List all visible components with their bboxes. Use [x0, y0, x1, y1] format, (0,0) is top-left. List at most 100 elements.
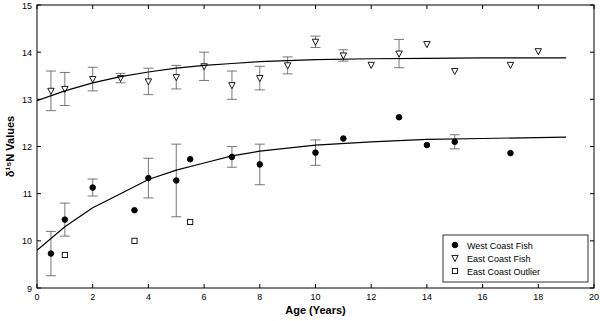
data-point	[257, 162, 263, 168]
tick-label: 10	[22, 236, 32, 246]
data-point	[173, 178, 179, 184]
fit-curve	[37, 137, 566, 250]
tick	[371, 284, 372, 288]
error-bar	[311, 36, 321, 47]
data-point	[284, 63, 290, 69]
data-point	[173, 75, 179, 81]
tick	[37, 5, 41, 6]
legend-label: West Coast Fish	[467, 241, 533, 251]
legend-label: East Coast Outlier	[467, 267, 540, 277]
tick	[92, 5, 93, 9]
tick	[590, 240, 594, 241]
tick	[482, 5, 483, 9]
tick-label: 12	[22, 142, 32, 152]
data-point	[90, 76, 96, 82]
tick	[594, 5, 595, 9]
data-point	[340, 53, 346, 59]
data-point	[48, 251, 54, 257]
tick	[590, 5, 594, 6]
tick	[92, 284, 93, 288]
tick	[259, 5, 260, 9]
tick-label: 20	[589, 292, 599, 302]
tick	[594, 284, 595, 288]
tick	[37, 240, 41, 241]
error-bar	[283, 57, 293, 74]
error-bar	[171, 144, 181, 217]
tick	[204, 284, 205, 288]
data-point	[452, 68, 458, 74]
tick-label: 6	[202, 292, 207, 302]
tick-label: 14	[422, 292, 432, 302]
legend-marker	[452, 268, 457, 273]
tick	[148, 284, 149, 288]
data-point	[257, 76, 263, 82]
tick-label: 13	[22, 95, 32, 105]
tick-label: 10	[310, 292, 320, 302]
error-bar	[88, 179, 98, 196]
data-point	[368, 62, 374, 68]
tick	[259, 284, 260, 288]
legend-marker	[452, 242, 458, 248]
data-point	[452, 139, 458, 145]
y-axis-label: δ¹⁵N Values	[4, 116, 16, 177]
plot-marks	[37, 36, 566, 276]
tick-label: 14	[22, 48, 32, 58]
data-point	[62, 217, 68, 223]
tick	[315, 284, 316, 288]
error-bar	[60, 72, 70, 105]
tick	[37, 193, 41, 194]
tick	[37, 288, 41, 289]
tick	[590, 288, 594, 289]
data-point	[313, 150, 319, 156]
tick-label: 12	[366, 292, 376, 302]
tick	[538, 284, 539, 288]
plot-frame	[37, 5, 594, 288]
data-point	[145, 79, 151, 85]
error-bar	[116, 73, 126, 82]
data-point	[312, 39, 318, 45]
data-point	[396, 114, 402, 120]
tick-label: 9	[27, 284, 32, 294]
data-point	[90, 185, 96, 191]
data-point	[62, 252, 67, 257]
error-bar	[450, 135, 460, 149]
data-point	[535, 49, 541, 55]
tick	[148, 5, 149, 9]
error-bar	[394, 39, 404, 67]
legend-box	[443, 235, 588, 282]
tick	[538, 5, 539, 9]
tick	[204, 5, 205, 9]
tick-label: 16	[478, 292, 488, 302]
tick	[590, 99, 594, 100]
data-point	[507, 62, 513, 68]
data-point	[396, 51, 402, 57]
tick	[37, 52, 41, 53]
error-bar	[255, 66, 265, 90]
tick-label: 15	[22, 1, 32, 11]
x-axis-label: Age (Years)	[285, 304, 346, 316]
error-bar	[46, 71, 56, 111]
error-bar	[227, 71, 237, 99]
tick-label: 8	[257, 292, 262, 302]
tick-label: 2	[90, 292, 95, 302]
tick	[590, 146, 594, 147]
data-point	[229, 83, 235, 89]
data-point	[132, 207, 138, 213]
data-point	[188, 219, 193, 224]
data-point	[424, 142, 430, 148]
tick	[37, 146, 41, 147]
legend-marker	[452, 255, 458, 261]
data-point	[132, 238, 137, 243]
error-bar	[88, 67, 98, 91]
legend-label: East Coast Fish	[467, 254, 531, 264]
error-bar	[311, 140, 321, 165]
error-bar	[255, 144, 265, 185]
legend: West Coast Fish East Coast Fish East Coast…	[443, 235, 588, 282]
tick	[426, 5, 427, 9]
tick	[315, 5, 316, 9]
tick-label: 18	[533, 292, 543, 302]
tick	[426, 284, 427, 288]
data-point	[187, 156, 193, 162]
error-bar	[60, 203, 70, 236]
tick-label: 0	[34, 292, 39, 302]
